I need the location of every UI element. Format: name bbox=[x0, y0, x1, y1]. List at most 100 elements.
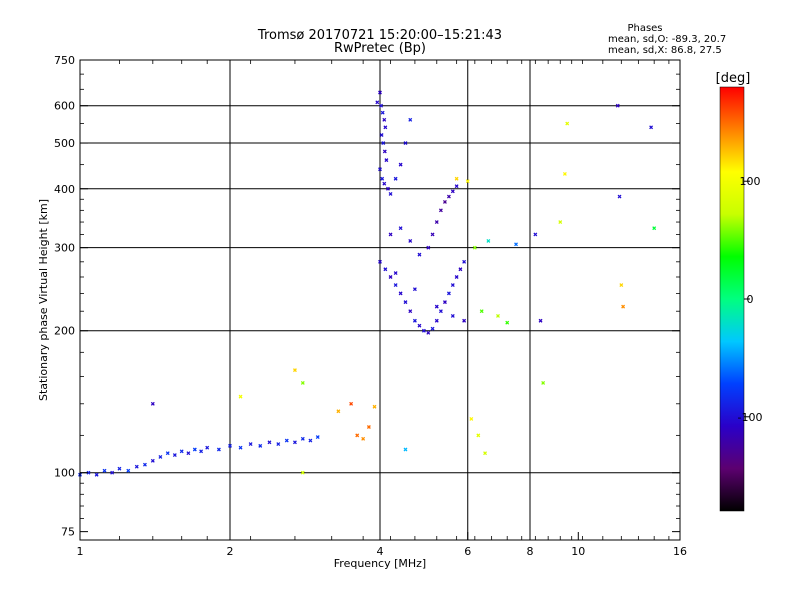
chart-title: Tromsø 20170721 15:20:00–15:21:43 bbox=[257, 28, 502, 43]
echo-point bbox=[430, 326, 435, 331]
echo-point bbox=[434, 304, 439, 309]
echo-point bbox=[393, 271, 398, 276]
colorbar bbox=[719, 86, 745, 512]
echo-point bbox=[336, 409, 341, 414]
echo-point bbox=[384, 158, 389, 163]
echo-point bbox=[205, 445, 210, 450]
echo-point bbox=[403, 300, 408, 305]
echo-point bbox=[514, 242, 518, 247]
echo-point bbox=[150, 401, 155, 406]
echo-point bbox=[172, 453, 177, 458]
echo-point bbox=[465, 179, 470, 184]
echo-point bbox=[541, 380, 546, 385]
echo-point bbox=[378, 90, 382, 95]
echo-point bbox=[388, 275, 393, 279]
echo-point bbox=[438, 208, 443, 213]
echo-point bbox=[617, 194, 622, 199]
echo-point bbox=[199, 449, 204, 454]
echo-point bbox=[450, 283, 455, 287]
echo-point bbox=[102, 468, 107, 473]
echo-point bbox=[615, 103, 620, 108]
chart-subtitle: RwPretec (Bp) bbox=[334, 41, 426, 56]
echo-point bbox=[442, 300, 447, 305]
echo-point bbox=[349, 401, 354, 406]
echo-point bbox=[393, 176, 398, 181]
echo-point bbox=[284, 438, 289, 443]
x-tick-label: 1 bbox=[77, 545, 84, 558]
echo-point bbox=[216, 447, 221, 452]
echo-point bbox=[267, 440, 272, 445]
colorbar-tick-label: 0 bbox=[747, 293, 754, 306]
echo-point bbox=[412, 287, 417, 292]
echo-point bbox=[417, 323, 422, 328]
echo-point bbox=[142, 462, 147, 467]
echo-point bbox=[382, 117, 387, 122]
echo-point bbox=[652, 226, 657, 231]
echo-point bbox=[538, 318, 543, 323]
echo-point bbox=[430, 232, 435, 237]
echo-point bbox=[134, 464, 139, 469]
echo-point bbox=[383, 125, 388, 130]
echo-point bbox=[408, 117, 413, 122]
echo-point bbox=[479, 309, 484, 314]
echo-point bbox=[458, 267, 463, 272]
echo-point bbox=[558, 220, 563, 225]
echo-point bbox=[462, 318, 467, 323]
x-tick-label: 10 bbox=[571, 545, 585, 558]
echo-point bbox=[165, 451, 170, 456]
echo-point bbox=[366, 425, 371, 429]
x-tick-label: 4 bbox=[377, 545, 384, 558]
echo-point bbox=[186, 451, 191, 456]
echo-point bbox=[483, 451, 488, 456]
echo-point bbox=[388, 232, 393, 237]
echo-point bbox=[505, 320, 510, 325]
y-tick-label: 400 bbox=[54, 183, 75, 196]
data-points bbox=[78, 90, 657, 477]
echo-point bbox=[228, 443, 232, 448]
y-axis: 75 100 200 300 400 500 600 750 bbox=[54, 54, 680, 539]
x-tick-label: 6 bbox=[464, 545, 471, 558]
echo-point bbox=[386, 186, 390, 191]
echo-point bbox=[382, 181, 387, 186]
echo-point bbox=[380, 176, 385, 181]
y-tick-label: 750 bbox=[54, 54, 75, 67]
echo-point bbox=[450, 313, 455, 318]
echo-point bbox=[179, 449, 184, 454]
echo-point bbox=[408, 309, 413, 314]
echo-point bbox=[454, 184, 459, 189]
echo-point bbox=[292, 368, 297, 373]
echo-point bbox=[388, 191, 393, 196]
echo-point bbox=[110, 470, 115, 475]
echo-point bbox=[408, 239, 413, 243]
y-tick-label: 100 bbox=[54, 467, 75, 480]
echo-point bbox=[126, 468, 131, 473]
echo-point bbox=[379, 103, 384, 108]
echo-point bbox=[378, 259, 382, 264]
echo-point bbox=[383, 267, 388, 272]
y-tick-label: 300 bbox=[54, 242, 75, 255]
x-tick-label: 8 bbox=[527, 545, 534, 558]
echo-point bbox=[398, 226, 403, 231]
legend-line-o: mean, sd,O: -89.3, 20.7 bbox=[608, 34, 726, 45]
echo-point bbox=[375, 100, 380, 105]
echo-point bbox=[438, 309, 443, 314]
echo-point bbox=[315, 435, 320, 440]
echo-point bbox=[472, 245, 477, 250]
echo-point bbox=[276, 442, 281, 447]
legend-title: Phases bbox=[627, 23, 662, 34]
echo-point bbox=[86, 470, 91, 475]
x-axis-label: Frequency [MHz] bbox=[334, 557, 426, 570]
colorbar-tick-label: -100 bbox=[738, 411, 763, 424]
echo-point bbox=[621, 304, 626, 309]
echo-point bbox=[192, 447, 197, 452]
colorbar-label: [deg] bbox=[716, 71, 751, 86]
echo-point bbox=[434, 318, 439, 323]
colorbar-ticks: -100 0 100 bbox=[738, 175, 763, 424]
echo-point bbox=[442, 200, 447, 204]
y-tick-label: 200 bbox=[54, 325, 75, 338]
echo-point bbox=[398, 291, 403, 296]
echo-point bbox=[238, 394, 243, 399]
echo-point bbox=[355, 433, 360, 438]
echo-point bbox=[417, 252, 422, 257]
